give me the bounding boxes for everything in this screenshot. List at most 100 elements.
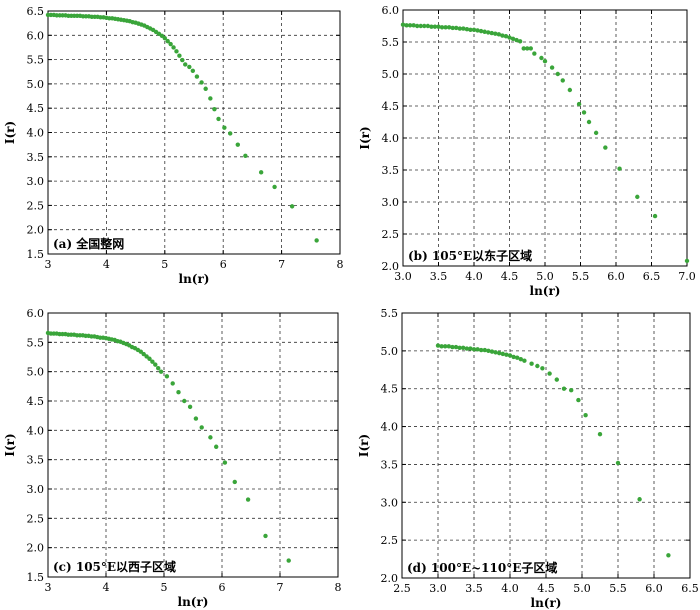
y-tick-label: 5.5 bbox=[381, 307, 399, 320]
x-tick-label: 4.5 bbox=[537, 582, 555, 595]
y-tick-label: 5.0 bbox=[381, 345, 399, 358]
data-point bbox=[540, 366, 545, 371]
data-point bbox=[514, 37, 519, 43]
x-axis-label: ln(r) bbox=[531, 596, 562, 610]
data-point bbox=[554, 377, 559, 382]
data-point bbox=[503, 34, 509, 39]
data-point bbox=[453, 344, 459, 350]
data-point bbox=[496, 32, 502, 37]
data-point bbox=[583, 413, 588, 418]
data-point bbox=[439, 344, 444, 349]
data-point bbox=[529, 361, 534, 366]
y-tick-label: 2.5 bbox=[382, 228, 400, 241]
data-point bbox=[245, 497, 251, 502]
data-point bbox=[518, 356, 523, 362]
data-point bbox=[158, 369, 164, 374]
x-axis-label: ln(r) bbox=[530, 284, 561, 298]
data-point bbox=[400, 22, 406, 27]
x-tick-label: 4.0 bbox=[465, 270, 483, 283]
chart-panel-c: 3 4 5 6 7 8 1.5 2.0 2.5 3.0 3.5 4.0 4.5 5.0 5.5 6.0 ln(r… bbox=[3, 307, 342, 609]
y-tick-label: 4.5 bbox=[27, 102, 45, 115]
data-point bbox=[478, 28, 484, 34]
x-tick-label: 4 bbox=[103, 258, 110, 271]
data-point bbox=[214, 444, 219, 449]
data-point bbox=[443, 344, 448, 349]
data-point bbox=[522, 358, 527, 363]
data-point bbox=[581, 110, 587, 115]
x-tick-label: 6.5 bbox=[681, 582, 699, 595]
x-axis-label: ln(r) bbox=[179, 272, 210, 286]
x-tick-label: 4 bbox=[103, 581, 110, 594]
data-point bbox=[482, 29, 487, 34]
data-point bbox=[617, 166, 622, 171]
y-tick-label: 3.5 bbox=[381, 458, 399, 471]
y-tick-label: 6.0 bbox=[27, 29, 45, 42]
y-tick-label: 4.5 bbox=[382, 100, 400, 113]
data-point bbox=[457, 345, 462, 351]
y-tick-label: 5.5 bbox=[382, 36, 400, 49]
data-point bbox=[493, 350, 498, 355]
data-point bbox=[528, 46, 533, 51]
data-point bbox=[147, 356, 152, 361]
y-tick-label: 2.5 bbox=[27, 199, 45, 212]
data-point bbox=[177, 53, 182, 58]
x-tick-label: 3.0 bbox=[429, 582, 447, 595]
data-point bbox=[194, 74, 200, 79]
data-point bbox=[422, 23, 427, 29]
panel-annotation: (d) 100°E~110°E子区域 bbox=[407, 560, 557, 575]
data-point bbox=[404, 23, 409, 28]
data-point bbox=[435, 343, 441, 348]
panel-annotation: (a) 全国整网 bbox=[53, 236, 124, 251]
y-tick-label: 3.0 bbox=[381, 496, 399, 509]
data-point bbox=[286, 558, 291, 563]
data-point bbox=[168, 41, 173, 47]
data-point bbox=[586, 119, 592, 125]
y-tick-label: 5.0 bbox=[27, 366, 45, 379]
data-point bbox=[576, 397, 581, 403]
y-tick-label: 4.0 bbox=[27, 127, 45, 140]
data-point bbox=[450, 25, 455, 31]
data-point bbox=[593, 130, 599, 136]
x-tick-label: 6.0 bbox=[607, 270, 625, 283]
data-point bbox=[258, 170, 264, 175]
data-point bbox=[475, 28, 480, 33]
x-tick-label: 5.0 bbox=[536, 270, 554, 283]
data-point bbox=[489, 30, 494, 36]
data-point bbox=[162, 36, 167, 41]
y-tick-label: 4.0 bbox=[382, 132, 400, 145]
data-point bbox=[153, 362, 158, 367]
data-point bbox=[436, 24, 441, 29]
x-tick-label: 5 bbox=[161, 581, 168, 594]
x-tick-label: 3 bbox=[45, 581, 52, 594]
data-point bbox=[468, 27, 473, 33]
data-point bbox=[567, 87, 573, 93]
data-point bbox=[489, 349, 495, 354]
y-tick-label: 2.0 bbox=[27, 224, 45, 237]
y-axis-label: I(r) bbox=[3, 433, 17, 456]
data-point bbox=[187, 404, 193, 410]
data-point bbox=[418, 23, 423, 29]
y-axis-label: I(r) bbox=[357, 434, 371, 457]
data-point bbox=[407, 23, 413, 28]
y-tick-label: 1.5 bbox=[27, 571, 45, 584]
data-point bbox=[425, 23, 431, 29]
y-tick-label: 2.0 bbox=[381, 572, 399, 585]
x-tick-label: 3.5 bbox=[465, 582, 483, 595]
data-point bbox=[222, 125, 227, 130]
data-point bbox=[615, 460, 621, 466]
data-point bbox=[314, 238, 319, 243]
chart-panel-d: 2.5 3.0 3.5 4.0 4.5 5.0 5.5 6.0 6.52.02.53.03.54… bbox=[357, 307, 699, 610]
data-point bbox=[415, 23, 420, 29]
data-point bbox=[187, 64, 192, 70]
data-point bbox=[576, 101, 582, 107]
data-point bbox=[170, 381, 175, 386]
data-point bbox=[482, 347, 487, 353]
y-tick-label: 3.5 bbox=[382, 164, 400, 177]
panel-annotation: (c) 105°E以西子区域 bbox=[53, 559, 176, 574]
y-tick-label: 3.0 bbox=[382, 196, 400, 209]
data-point bbox=[203, 86, 208, 91]
data-point bbox=[183, 62, 188, 67]
x-tick-label: 8 bbox=[337, 258, 344, 271]
panel-annotation: (b) 105°E以东子区域 bbox=[408, 248, 532, 263]
